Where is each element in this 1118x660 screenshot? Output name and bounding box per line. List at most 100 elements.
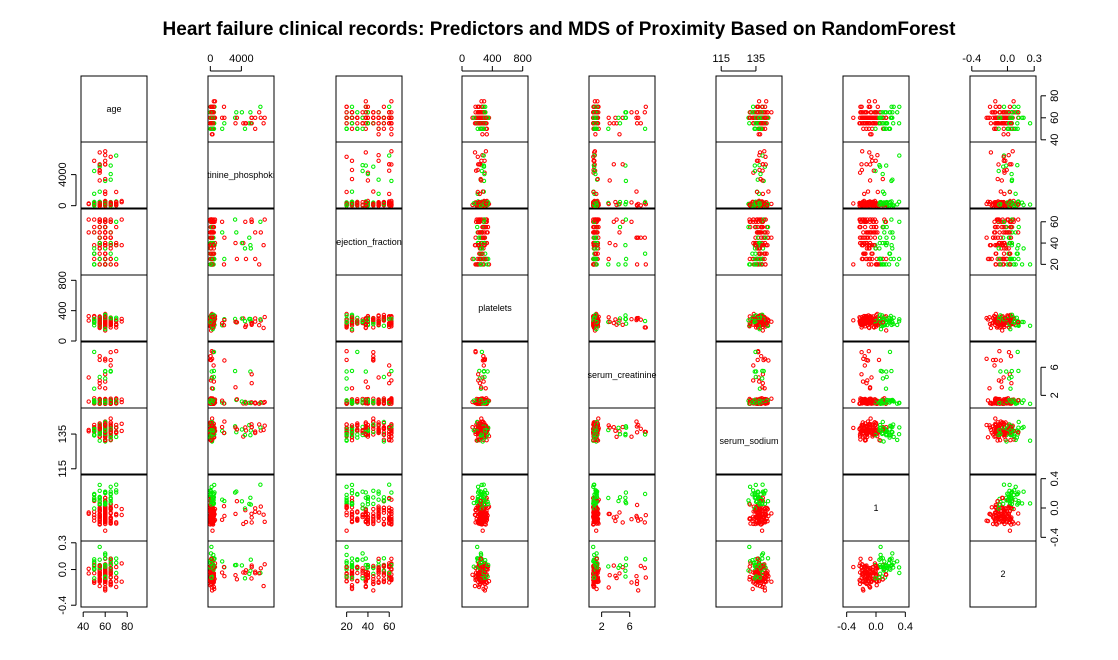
data-point (896, 199, 902, 205)
scatter-creatinine_phosphokinase-vs-serum_creatinine (591, 149, 648, 208)
data-point (389, 368, 394, 374)
data-point (607, 178, 612, 183)
panel-age-vs-2 (969, 75, 1037, 143)
data-point (86, 230, 91, 235)
data-point (119, 217, 124, 222)
data-point (349, 115, 355, 121)
data-point (638, 121, 643, 126)
data-point (988, 325, 994, 331)
data-point (769, 201, 774, 207)
x-tick-label: 60 (99, 621, 111, 633)
data-point (868, 162, 873, 167)
data-point (607, 121, 612, 126)
y-tick-label: 4000 (57, 162, 69, 186)
data-point (993, 99, 998, 104)
data-point (257, 323, 262, 328)
data-point (866, 349, 871, 354)
diagonal-label-platelets: platelets (478, 303, 512, 313)
data-point (220, 126, 225, 132)
data-point (629, 219, 634, 225)
data-point (478, 110, 483, 115)
data-point (108, 251, 113, 256)
data-point (763, 110, 768, 115)
data-point (862, 115, 868, 121)
data-point (387, 372, 392, 377)
data-point (765, 110, 770, 115)
data-point (92, 191, 97, 197)
data-point (760, 191, 766, 197)
data-point (864, 126, 869, 132)
data-point (249, 381, 254, 386)
scatter-age-vs-1 (851, 99, 902, 137)
data-point (642, 235, 647, 240)
y-tick-label: -0.4 (57, 596, 69, 615)
data-point (485, 369, 490, 374)
data-point (897, 153, 902, 158)
data-point (376, 110, 381, 115)
x-tick-label: 0.0 (868, 621, 883, 633)
data-point (990, 235, 996, 240)
data-point (867, 150, 872, 155)
data-point (108, 177, 113, 182)
data-point (623, 217, 629, 222)
data-point (376, 191, 381, 197)
data-point (484, 126, 490, 132)
data-point (257, 110, 262, 115)
x-axis-ejection_fraction: 20 40 60 (341, 611, 395, 633)
scatter-ejection_fraction-vs-creatinine_phosphokinase (208, 217, 267, 267)
data-point (872, 99, 878, 104)
data-point (381, 374, 387, 380)
data-point (234, 230, 239, 235)
data-point (642, 251, 648, 256)
data-point (1012, 104, 1017, 110)
data-point (634, 262, 640, 267)
data-point (1016, 217, 1021, 222)
data-point (344, 110, 349, 115)
data-point (103, 149, 108, 154)
data-point (210, 121, 216, 126)
data-point (988, 121, 994, 126)
data-point (243, 121, 248, 126)
scatter-ejection_fraction-vs-platelets (470, 217, 492, 267)
data-point (594, 110, 599, 115)
data-point (97, 385, 102, 390)
data-point (258, 230, 263, 235)
data-point (114, 224, 119, 230)
data-point (1001, 251, 1007, 256)
x-tick-label: 6 (627, 621, 633, 633)
diagonal-label-serum_creatinine: serum_creatinine (587, 370, 656, 380)
data-point (617, 132, 622, 137)
data-point (999, 178, 1004, 183)
data-point (864, 162, 869, 167)
y-tick-label: 0 (57, 203, 69, 209)
data-point (208, 126, 213, 132)
data-point (253, 115, 258, 121)
data-point (762, 115, 767, 121)
data-point (478, 115, 483, 121)
data-point (108, 262, 113, 267)
panel-2-vs-serum_creatinine (588, 540, 656, 608)
data-point (993, 121, 998, 126)
data-point (258, 219, 263, 225)
data-point (363, 379, 368, 384)
data-point (869, 154, 874, 160)
data-point (349, 368, 355, 374)
y-axis-creatinine_phosphokinase: 0 4000 (57, 162, 77, 209)
data-point (86, 217, 91, 222)
data-point (355, 121, 360, 126)
scatter-platelets-vs-creatinine_phosphokinase (208, 311, 267, 333)
data-point (211, 363, 216, 368)
y-tick-label: 135 (57, 425, 69, 443)
data-point (996, 126, 1001, 132)
data-point (232, 368, 238, 374)
data-point (92, 386, 97, 391)
data-point (262, 314, 267, 320)
data-point (1005, 126, 1010, 132)
data-point (882, 230, 887, 235)
data-point (1011, 99, 1016, 104)
data-point (750, 110, 755, 115)
panel-serum_sodium-vs-age (80, 407, 148, 475)
data-point (591, 115, 597, 121)
